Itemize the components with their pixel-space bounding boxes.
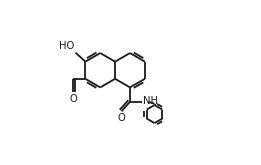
Text: O: O — [118, 113, 125, 123]
Text: HO: HO — [60, 41, 75, 51]
Text: O: O — [69, 94, 77, 104]
Text: NH: NH — [143, 96, 158, 106]
